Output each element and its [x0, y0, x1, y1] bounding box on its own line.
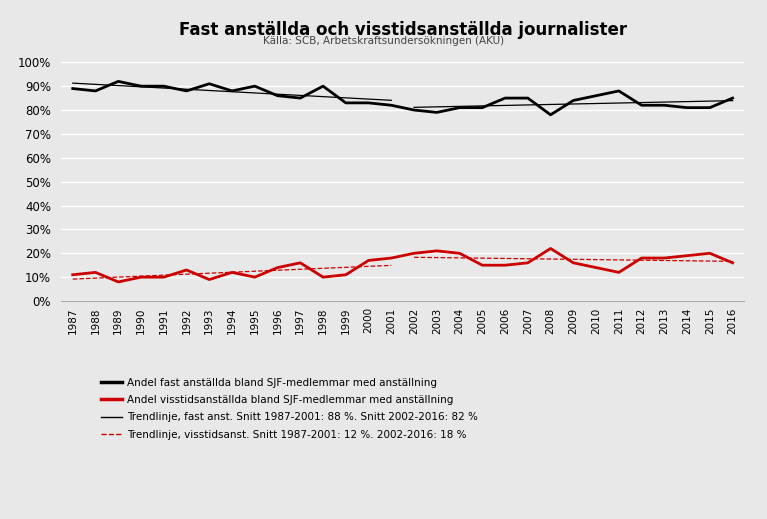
Legend: Andel fast anställda bland SJF-medlemmar med anställning, Andel visstidsanställd: Andel fast anställda bland SJF-medlemmar… — [100, 378, 478, 440]
Title: Fast anställda och visstidsanställda journalister: Fast anställda och visstidsanställda jou… — [179, 21, 627, 38]
Text: Källa: SCB, Arbetskraftsundersökningen (AKU): Källa: SCB, Arbetskraftsundersökningen (… — [263, 36, 504, 46]
